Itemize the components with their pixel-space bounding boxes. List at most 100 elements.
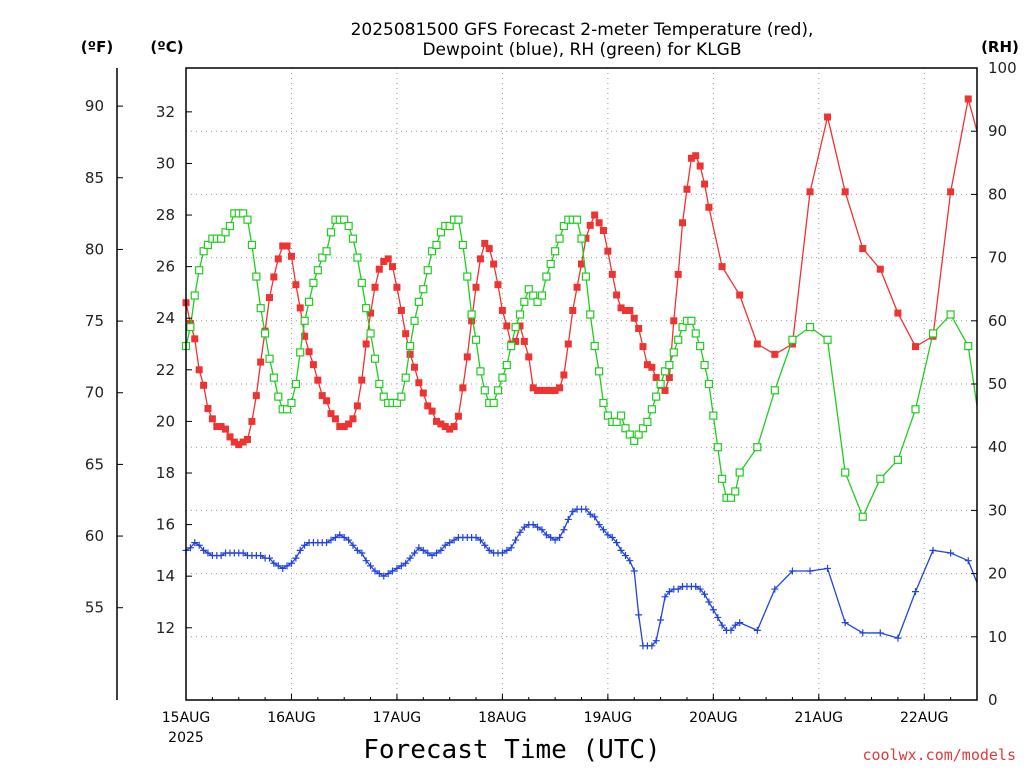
temperature-point bbox=[371, 283, 379, 291]
temperature-point bbox=[586, 221, 594, 229]
rh-point bbox=[401, 373, 410, 382]
temperature-point bbox=[841, 188, 849, 196]
temperature-point bbox=[542, 386, 550, 394]
temperature-point bbox=[323, 397, 331, 405]
dewpoint-point bbox=[824, 564, 832, 572]
rh-point bbox=[423, 266, 432, 275]
rh-point bbox=[656, 379, 665, 389]
celsius-axis-ticks: 12 14 16 18 20 22 24 26 28 30 32 bbox=[156, 103, 192, 637]
rh-point bbox=[493, 386, 503, 395]
temperature-point bbox=[718, 263, 726, 271]
temperature-point bbox=[503, 322, 511, 330]
rh-point bbox=[348, 234, 358, 243]
temperature-point bbox=[876, 265, 884, 273]
temperature-point bbox=[437, 420, 445, 428]
rh-point bbox=[304, 297, 314, 306]
temperature-point bbox=[406, 350, 414, 358]
rh-point bbox=[731, 487, 740, 496]
dewpoint-point bbox=[323, 539, 331, 547]
temperature-point bbox=[283, 242, 291, 250]
rh-point bbox=[590, 341, 599, 351]
temperature-point bbox=[340, 423, 348, 431]
dewpoint-point bbox=[186, 544, 194, 552]
temperature-point bbox=[252, 392, 260, 400]
dewpoint-point bbox=[621, 552, 629, 560]
chart-title-line-1: 2025081500 GFS Forecast 2-meter Temperat… bbox=[351, 20, 814, 40]
dewpoint-point bbox=[964, 557, 972, 565]
temperature-point bbox=[476, 255, 484, 263]
series-temperature bbox=[182, 95, 978, 449]
temperature-point bbox=[481, 239, 489, 247]
rh-point bbox=[427, 247, 437, 256]
dewpoint-point bbox=[472, 533, 480, 541]
rh-point bbox=[696, 341, 705, 351]
temperature-point bbox=[578, 260, 585, 268]
dewpoint-point bbox=[239, 549, 247, 557]
fahrenheit-unit-label: (ºF) bbox=[81, 38, 113, 56]
rh-point bbox=[964, 341, 973, 351]
series-line-dewpoint bbox=[185, 508, 978, 647]
dewpoint-point bbox=[402, 559, 410, 567]
rh-tick-label: 100 bbox=[988, 59, 1017, 77]
rh-point bbox=[726, 493, 736, 502]
rh-point bbox=[515, 310, 525, 319]
temperature-point bbox=[753, 340, 761, 348]
rh-point bbox=[467, 310, 476, 319]
celsius-tick-label: 18 bbox=[156, 464, 175, 482]
rh-point bbox=[265, 354, 274, 363]
dewpoint-point bbox=[384, 570, 392, 578]
dewpoint-point bbox=[709, 606, 717, 614]
rh-point bbox=[625, 430, 634, 439]
dewpoint-point bbox=[301, 541, 309, 549]
rh-point bbox=[340, 215, 349, 224]
temperature-point bbox=[564, 340, 572, 348]
temperature-point bbox=[204, 405, 212, 413]
dewpoint-point bbox=[279, 564, 287, 572]
temperature-point bbox=[894, 309, 902, 317]
rh-point bbox=[876, 474, 885, 483]
celsius-tick-label: 24 bbox=[156, 309, 175, 327]
temperature-point bbox=[692, 152, 700, 160]
temperature-point bbox=[701, 180, 709, 188]
temperature-point bbox=[573, 283, 581, 291]
temperature-point bbox=[411, 363, 419, 371]
temperature-point bbox=[217, 423, 225, 431]
dewpoint-point bbox=[556, 533, 564, 541]
dewpoint-point bbox=[661, 593, 669, 601]
rh-point bbox=[616, 411, 626, 420]
temperature-point bbox=[446, 425, 454, 433]
temperature-point bbox=[296, 304, 304, 312]
temperature-point bbox=[472, 283, 480, 291]
rh-point bbox=[551, 247, 560, 256]
temperature-point bbox=[266, 294, 274, 302]
temperature-point bbox=[463, 353, 471, 361]
rh-tick-label: 80 bbox=[988, 185, 1007, 203]
data-series bbox=[181, 95, 978, 650]
rh-point bbox=[489, 398, 498, 408]
dewpoint-point bbox=[806, 567, 814, 575]
dewpoint-point bbox=[257, 552, 265, 560]
temperature-point bbox=[362, 340, 370, 348]
temperature-point bbox=[331, 415, 339, 423]
rh-point bbox=[247, 240, 257, 250]
time-tick-label: 22AUG bbox=[900, 710, 949, 726]
rh-point bbox=[893, 455, 903, 464]
rh-point bbox=[638, 424, 648, 433]
temperature-point bbox=[964, 95, 972, 103]
dewpoint-point bbox=[648, 642, 656, 650]
rh-point bbox=[353, 253, 362, 262]
temperature-point bbox=[226, 433, 234, 441]
temperature-point bbox=[859, 245, 867, 253]
temperature-point bbox=[608, 270, 616, 278]
temperature-point bbox=[947, 188, 955, 196]
rh-point bbox=[318, 253, 327, 262]
dewpoint-point bbox=[701, 590, 709, 598]
temperature-point bbox=[490, 260, 498, 268]
temperature-point bbox=[494, 281, 502, 289]
dewpoint-point bbox=[191, 539, 199, 547]
dewpoint-point bbox=[696, 585, 704, 593]
rh-point bbox=[463, 272, 472, 281]
rh-point bbox=[225, 221, 235, 231]
dewpoint-point bbox=[547, 533, 555, 541]
rh-point bbox=[511, 323, 520, 332]
